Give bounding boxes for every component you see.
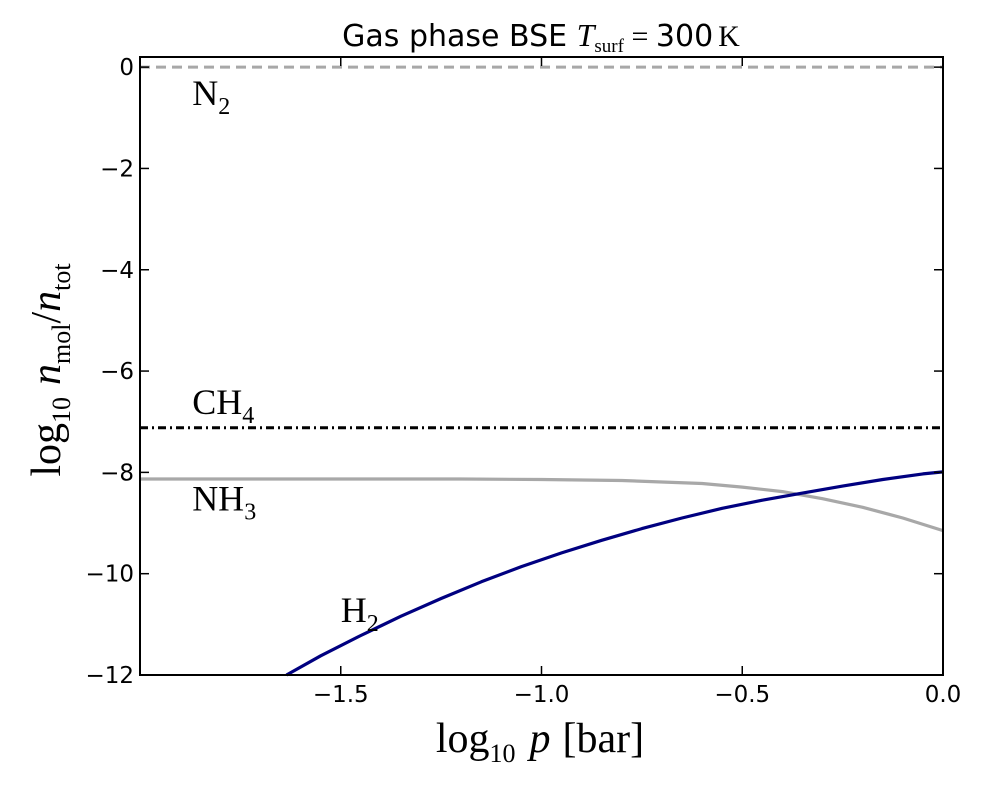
series-label-ch4: CH4 — [192, 382, 254, 429]
series-labels: N2 CH4 NH3 H2 — [192, 73, 379, 637]
y-tick-label: −12 — [85, 663, 134, 689]
x-axis-label: log10 p [bar] — [436, 716, 644, 768]
y-tick-label: −10 — [85, 562, 134, 588]
series-label-nh3: NH3 — [192, 478, 256, 525]
plot-lines — [140, 65, 944, 677]
series-line-nh3 — [140, 477, 944, 533]
x-tick-label: 0.0 — [925, 682, 962, 708]
series-line-h2 — [285, 470, 944, 677]
x-tick-label: −1.0 — [514, 682, 570, 708]
series-label-h2: H2 — [341, 590, 379, 637]
chart-title: Gas phase BSE Tsurf = 300 K — [342, 17, 740, 57]
axis-ticks: −1.5 −1.0 −0.5 0.0 0 −2 −4 −6 −8 −10 −12 — [85, 55, 961, 708]
y-axis-label: log10nmol/ntot — [24, 263, 76, 477]
y-tick-label: −2 — [100, 156, 134, 182]
y-tick-label: −4 — [100, 258, 134, 284]
y-tick-label: −8 — [100, 460, 134, 486]
x-tick-label: −0.5 — [714, 682, 770, 708]
y-tick-label: −6 — [100, 359, 134, 385]
y-tick-label: 0 — [119, 55, 134, 81]
plot-frame — [139, 56, 944, 676]
x-tick-label: −1.5 — [313, 682, 369, 708]
series-label-n2: N2 — [192, 73, 230, 120]
